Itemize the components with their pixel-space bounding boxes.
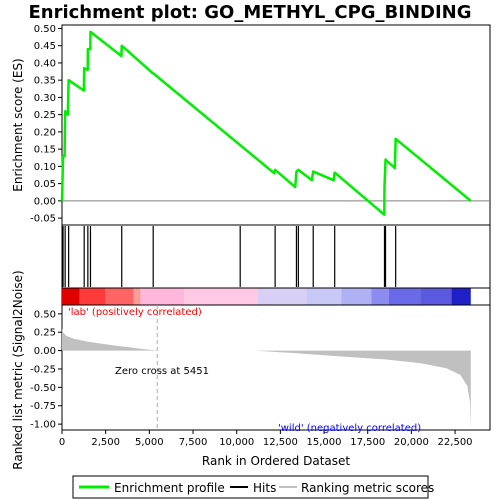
es-ylabel: Enrichment score (ES) (11, 58, 25, 191)
chart-title: Enrichment plot: GO_METHYL_CPG_BINDING (28, 2, 471, 23)
ranking-xtick-label: 22,500 (438, 437, 473, 448)
legend-label-enrichment-profile: Enrichment profile (114, 481, 225, 495)
heatbar-segment (388, 288, 421, 305)
ranking-xtick-label: 12,500 (263, 437, 298, 448)
ranking-xtick-label: 17,500 (350, 437, 385, 448)
heatbar-segment (420, 288, 452, 305)
heatbar-segment (371, 288, 389, 305)
heatbar-segment (79, 288, 106, 305)
heatbar-segment (451, 288, 471, 305)
heatbar-segment (257, 288, 307, 305)
heatbar-segment (306, 288, 342, 305)
ranking-xtick-label: 7,500 (179, 437, 208, 448)
enrichment-score-panel: -0.05 0.00 0.05 0.10 0.15 0.20 0.25 0.30 0.35 0.4… (11, 24, 491, 226)
es-ytick-label: 0.15 (34, 145, 56, 156)
ranking-xtick-label: 10,000 (219, 437, 254, 448)
ranking-ytick-label: 0.50 (34, 309, 56, 320)
heatbar-segment (105, 288, 134, 305)
negative-correlation-label: 'wild' (negatively correlated) (278, 423, 421, 434)
es-ytick-label: 0.10 (34, 162, 56, 173)
es-ytick-label: 0.25 (34, 110, 56, 121)
ranking-ytick-label: 0.25 (34, 328, 56, 339)
ranking-xtick-label: 2,500 (91, 437, 120, 448)
ranking-metric-panel: -1.00 -0.75 -0.50 -0.25 0.00 0.25 0.50 0 2,500 5… (11, 270, 491, 470)
es-ytick-label: 0.20 (34, 127, 56, 138)
es-ytick-label: 0.05 (34, 179, 56, 190)
es-ytick-label: 0.45 (34, 41, 56, 52)
heatbar-panel (61, 287, 491, 306)
heatbar-segment (62, 288, 80, 305)
legend-label-hits: Hits (253, 481, 276, 495)
heatbar-segment (133, 288, 141, 305)
ranking-xtick-label: 5,000 (135, 437, 164, 448)
es-ytick-label: 0.00 (34, 196, 56, 207)
es-ytick-label: -0.05 (30, 214, 56, 225)
ranking-xtick-label: 15,000 (307, 437, 342, 448)
es-ytick-label: 0.30 (34, 93, 56, 104)
es-ytick-label: 0.40 (34, 58, 56, 69)
ranking-xlabel: Rank in Ordered Dataset (202, 454, 350, 468)
ranking-ytick-label: 0.00 (34, 346, 56, 357)
ranking-ytick-label: -0.50 (30, 383, 56, 394)
ranking-ylabel: Ranked list metric (Signal2Noise) (11, 270, 25, 469)
hits-panel (61, 224, 491, 289)
heatbar-segment (140, 288, 185, 305)
ranking-ytick-label: -0.25 (30, 364, 56, 375)
es-ytick-label: 0.50 (34, 24, 56, 35)
ranking-xtick-label: 20,000 (394, 437, 429, 448)
legend: Enrichment profile Hits Ranking metric s… (72, 475, 434, 499)
ranking-ytick-label: -0.75 (30, 401, 56, 412)
heatbar-segment (184, 288, 258, 305)
ranking-ytick-label: -1.00 (30, 420, 56, 431)
enrichment-profile-line (60, 30, 472, 216)
es-ytick-label: 0.35 (34, 76, 56, 87)
ranking-metric-area (62, 328, 471, 428)
legend-label-ranking-metric: Ranking metric scores (301, 481, 434, 495)
heatbar-segment (341, 288, 372, 305)
zero-cross-label: Zero cross at 5451 (115, 366, 209, 377)
positive-correlation-label: 'lab' (positively correlated) (68, 307, 202, 318)
ranking-xtick-label: 0 (59, 437, 65, 448)
